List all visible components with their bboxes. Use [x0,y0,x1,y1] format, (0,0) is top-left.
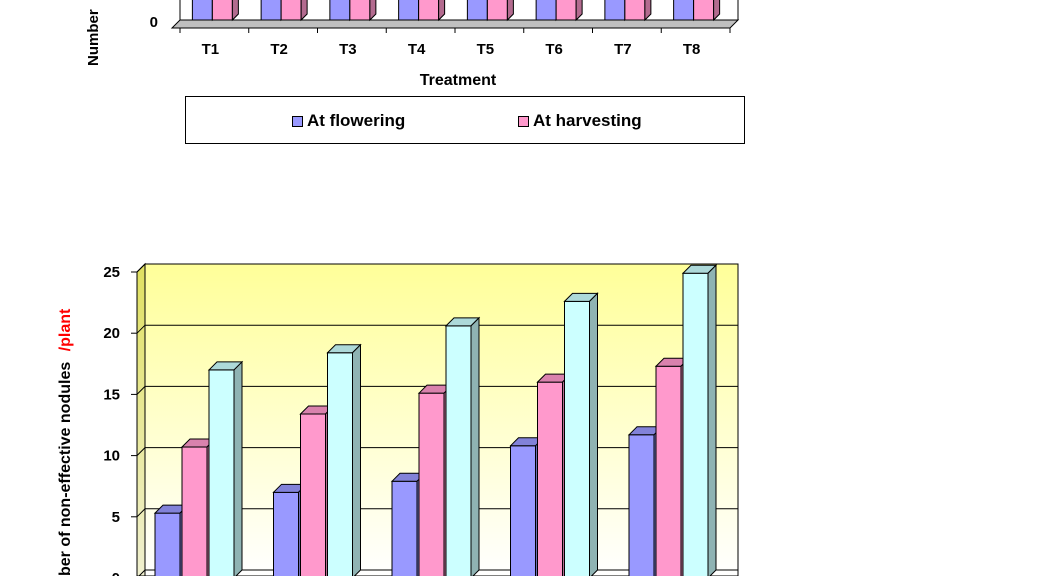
chart-1: T1 T2 T3 T4 T5 T6 T7 T8 0 Number Treatment [85,0,740,89]
chart1-bar-flowering-front [191,0,213,21]
chart1-bar-harvesting [486,0,514,22]
chart2-bar-series-3-side [707,264,717,576]
chart1-bar-harvesting-front [624,0,646,21]
chart1-bar-harvesting-side [575,0,583,22]
chart2-bar-series-3-front [327,352,353,576]
chart2-bar-series-3 [444,316,481,576]
chart1-bar-flowering-front [260,0,282,21]
chart1-xtick-label: T8 [683,41,701,58]
legend-label-harvesting: At harvesting [533,111,642,130]
chart2-ytick-label: 5 [112,509,120,526]
chart1-xtick-label: T5 [477,41,495,58]
chart2-bar-series-3 [326,343,362,576]
chart2-bar-series-1-front [154,512,181,576]
chart2-bar-series-2-front [418,392,445,576]
chart2-ytick-label: 15 [103,386,120,403]
chart1-x-ticks: T1 T2 T3 T4 T5 T6 T7 T8 [179,28,731,58]
chart2-bar-series-1-front [628,434,655,576]
chart1-bar-harvesting [349,0,377,22]
chart2-ytick-label: 0 [112,570,120,576]
chart1-bar-harvesting [624,0,652,22]
chart1-legend: At flowering At harvesting [185,96,745,144]
chart2-bar-series-3-front [564,300,590,576]
chart2-bar-series-3-front [445,325,472,576]
chart1-bar-harvesting-side [369,0,377,22]
chart2-bar-series-3-side [589,292,598,576]
legend-swatch-harvesting [518,115,529,127]
chart2-bar-series-1-front [391,480,418,576]
chart1-bar-flowering-front [466,0,488,21]
chart1-floor [170,19,740,29]
legend-swatch-flowering [292,115,303,127]
chart1-bar-harvesting-side [713,0,721,22]
chart1-xtick-label: T1 [202,41,220,58]
chart1-bar-harvesting-front [280,0,302,21]
chart2-bar-series-3 [681,264,718,576]
chart1-xtick-label: T3 [339,41,357,58]
chart2-bar-series-2-front [655,365,682,576]
chart2-bar-series-1-front [510,445,536,576]
chart1-bar-flowering-front [535,0,557,21]
chart1-bar-harvesting [555,0,583,22]
chart1-bar-flowering-front [673,0,695,21]
chart1-bar-harvesting-side [644,0,652,22]
chart2-gridline [136,324,738,334]
chart2-bar-series-1-front [273,491,299,576]
chart1-bar-flowering-front [604,0,626,21]
chart2-ylabel-suffix: /plant [57,308,74,351]
chart1-ytick-0: 0 [150,14,158,31]
chart-2: 0 5 10 15 20 25 ber of non-effective nodules … [57,262,739,576]
chart2-y-ticks: 0 5 10 15 20 25 [103,264,137,576]
chart1-bar-harvesting-front [486,0,508,21]
chart2-ytick-label: 10 [103,448,120,465]
chart1-bar-harvesting-side [506,0,514,22]
chart1-bar-harvesting-front [555,0,577,21]
chart2-bar-series-2-front [181,446,208,576]
chart1-bar-harvesting [693,0,721,22]
chart2-bars [153,264,718,576]
chart1-bars [191,0,721,22]
chart1-bar-harvesting-side [438,0,446,22]
chart1-bar-harvesting-front [418,0,440,21]
chart1-ylabel: Number [85,9,102,66]
chart2-bar-series-2-front [300,413,326,576]
chart2-bar-series-3 [563,292,599,576]
legend-item-harvesting: At harvesting [518,111,642,131]
chart1-bar-harvesting-side [300,0,308,22]
chart2-bar-series-3-side [233,360,243,576]
chart1-xtick-label: T2 [270,41,288,58]
chart2-bar-series-3-side [352,343,361,576]
legend-label-flowering: At flowering [307,111,406,130]
legend-item-flowering: At flowering [292,111,405,131]
chart2-ytick-label: 20 [103,325,120,342]
chart2-bar-series-3-front [208,369,235,576]
chart1-bar-harvesting-front [693,0,715,21]
chart2-bar-series-3 [207,360,244,576]
chart2-side-wall [136,262,146,576]
chart1-xtick-label: T6 [545,41,563,58]
chart2-gridline [136,263,738,273]
chart1-bar-harvesting [418,0,446,22]
chart1-bar-flowering-front [398,0,420,21]
chart2-bar-series-2-front [537,381,563,576]
chart1-xlabel: Treatment [420,72,497,89]
chart1-xtick-label: T7 [614,41,632,58]
chart1-bar-harvesting-side [231,0,239,22]
chart2-ytick-label: 25 [103,264,120,281]
chart2-bar-series-3-side [470,316,480,576]
chart1-bar-harvesting [280,0,308,22]
chart1-xtick-label: T4 [408,41,426,58]
chart2-bar-series-3-front [682,272,709,576]
chart1-bar-harvesting [211,0,239,22]
chart2-ylabel-main: ber of non-effective nodules [57,362,74,576]
chart1-bar-harvesting-front [349,0,371,21]
chart1-bar-flowering-front [329,0,351,21]
chart1-bar-harvesting-front [211,0,233,21]
chart2-ylabel: ber of non-effective nodules /plant [57,308,74,576]
